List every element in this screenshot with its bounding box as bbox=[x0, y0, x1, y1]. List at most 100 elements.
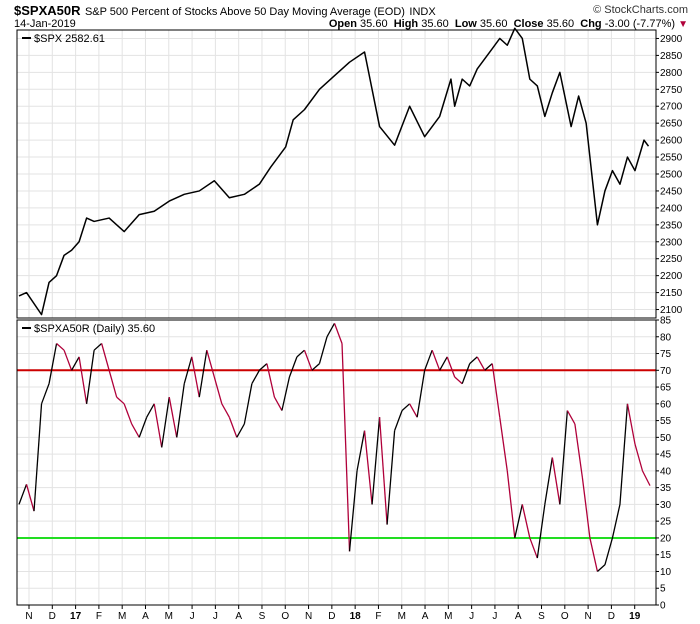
breadth-ytick-label: 10 bbox=[660, 567, 672, 578]
x-tick-label: M bbox=[398, 611, 406, 622]
breadth-series-segment bbox=[401, 403, 411, 412]
x-tick-label: 19 bbox=[629, 611, 641, 622]
breadth-series-segment bbox=[311, 363, 320, 371]
low-value: 35.60 bbox=[479, 18, 508, 30]
spx-ytick-label: 2850 bbox=[660, 51, 683, 62]
breadth-series-segment bbox=[116, 396, 125, 405]
breadth-series-segment bbox=[484, 363, 493, 371]
breadth-series-segment bbox=[634, 443, 644, 472]
breadth-series-segment bbox=[123, 403, 133, 425]
spx-ytick-label: 2900 bbox=[660, 34, 683, 45]
breadth-series-segment bbox=[138, 417, 148, 438]
breadth-ytick-label: 35 bbox=[660, 483, 672, 494]
close-value: 35.60 bbox=[546, 18, 575, 30]
x-tick-label: J bbox=[492, 611, 497, 622]
breadth-series-segment bbox=[521, 504, 531, 539]
breadth-series-segment bbox=[326, 323, 336, 338]
breadth-series-segment bbox=[476, 356, 486, 371]
breadth-series-segment bbox=[25, 484, 35, 512]
chg-down-icon: ▼ bbox=[678, 19, 688, 30]
breadth-series-segment bbox=[176, 383, 185, 438]
high-label: High bbox=[393, 18, 419, 30]
open-label: Open bbox=[328, 18, 357, 30]
close-label: Close bbox=[513, 18, 544, 30]
breadth-series-segment bbox=[273, 396, 283, 411]
breadth-series-segment bbox=[228, 417, 238, 438]
breadth-ytick-label: 45 bbox=[660, 450, 672, 461]
breadth-series-segment bbox=[198, 350, 208, 398]
spx-ytick-label: 2600 bbox=[660, 136, 683, 147]
x-tick-label: M bbox=[444, 611, 452, 622]
breadth-series-segment bbox=[168, 396, 178, 438]
x-tick-label: J bbox=[190, 611, 195, 622]
breadth-series-segment bbox=[33, 403, 43, 512]
breadth-series-segment bbox=[431, 349, 441, 371]
breadth-ytick-label: 55 bbox=[660, 416, 672, 427]
breadth-series-segment bbox=[589, 537, 599, 572]
x-tick-label: M bbox=[165, 611, 173, 622]
breadth-series-segment bbox=[348, 470, 358, 552]
breadth-ytick-label: 70 bbox=[660, 366, 672, 377]
chg-label: Chg bbox=[580, 18, 602, 30]
symbol-title: $SPXA50R bbox=[14, 3, 81, 18]
high-value: 35.60 bbox=[421, 18, 449, 30]
breadth-series-segment bbox=[596, 564, 606, 572]
spx-ytick-label: 2650 bbox=[660, 119, 683, 130]
chg-value: -3.00 (-7.77%) bbox=[604, 18, 676, 30]
breadth-series-segment bbox=[506, 470, 516, 539]
spx-ytick-label: 2450 bbox=[660, 186, 683, 197]
breadth-ytick-label: 30 bbox=[660, 500, 672, 511]
breadth-series-segment bbox=[266, 363, 276, 398]
breadth-series-segment bbox=[213, 376, 223, 404]
breadth-series-segment bbox=[371, 417, 381, 505]
breadth-series-segment bbox=[581, 477, 591, 539]
breadth-series-segment bbox=[363, 430, 373, 505]
breadth-series-segment bbox=[40, 383, 50, 405]
exchange-label: INDX bbox=[409, 6, 436, 18]
breadth-series-segment bbox=[499, 417, 508, 471]
spx-ytick-label: 2100 bbox=[660, 305, 683, 316]
breadth-ytick-label: 20 bbox=[660, 533, 672, 544]
breadth-series-segment bbox=[333, 323, 343, 344]
spx-ytick-label: 2400 bbox=[660, 203, 683, 214]
breadth-series-segment bbox=[619, 403, 629, 505]
breadth-series-segment bbox=[85, 350, 95, 404]
breadth-series-segment bbox=[258, 363, 268, 371]
spx-ytick-label: 2200 bbox=[660, 271, 683, 282]
spx-ytick-label: 2500 bbox=[660, 170, 683, 181]
x-tick-label: J bbox=[469, 611, 474, 622]
breadth-series-segment bbox=[93, 342, 103, 351]
breadth-series-segment bbox=[439, 356, 448, 371]
breadth-series-segment bbox=[454, 376, 463, 385]
x-tick-label: D bbox=[49, 611, 56, 622]
x-tick-label: S bbox=[538, 611, 545, 622]
breadth-series-segment bbox=[529, 537, 538, 559]
breadth-series-segment bbox=[544, 457, 553, 505]
spx-ytick-label: 2350 bbox=[660, 220, 683, 231]
spx-ytick-label: 2300 bbox=[660, 237, 683, 248]
breadth-series-segment bbox=[153, 403, 163, 448]
breadth-series-segment bbox=[611, 504, 621, 539]
breadth-series-segment bbox=[341, 343, 351, 552]
x-tick-label: N bbox=[584, 611, 591, 622]
spx-series-line bbox=[18, 27, 650, 316]
breadth-series-segment bbox=[491, 363, 501, 418]
breadth-series-segment bbox=[18, 484, 28, 505]
breadth-series-segment bbox=[183, 356, 193, 384]
x-tick-label: M bbox=[118, 611, 126, 622]
x-tick-label: O bbox=[281, 611, 289, 622]
breadth-series-segment bbox=[243, 383, 253, 425]
breadth-series-segment bbox=[393, 410, 403, 431]
breadth-legend-label: $SPXA50R (Daily) 35.60 bbox=[34, 323, 155, 335]
breadth-series-segment bbox=[386, 430, 396, 525]
breadth-series-segment bbox=[559, 410, 569, 505]
ohlc-readout: Open 35.60 High 35.60 Low 35.60 Close 35… bbox=[329, 18, 688, 30]
breadth-ytick-label: 40 bbox=[660, 466, 672, 477]
x-tick-label: 18 bbox=[350, 611, 362, 622]
brand-watermark: © StockCharts.com bbox=[593, 4, 688, 16]
x-tick-label: A bbox=[422, 611, 429, 622]
breadth-series-segment bbox=[303, 349, 313, 371]
breadth-series-segment bbox=[296, 349, 305, 358]
breadth-series-segment bbox=[424, 349, 433, 371]
spx-ytick-label: 2550 bbox=[660, 153, 683, 164]
